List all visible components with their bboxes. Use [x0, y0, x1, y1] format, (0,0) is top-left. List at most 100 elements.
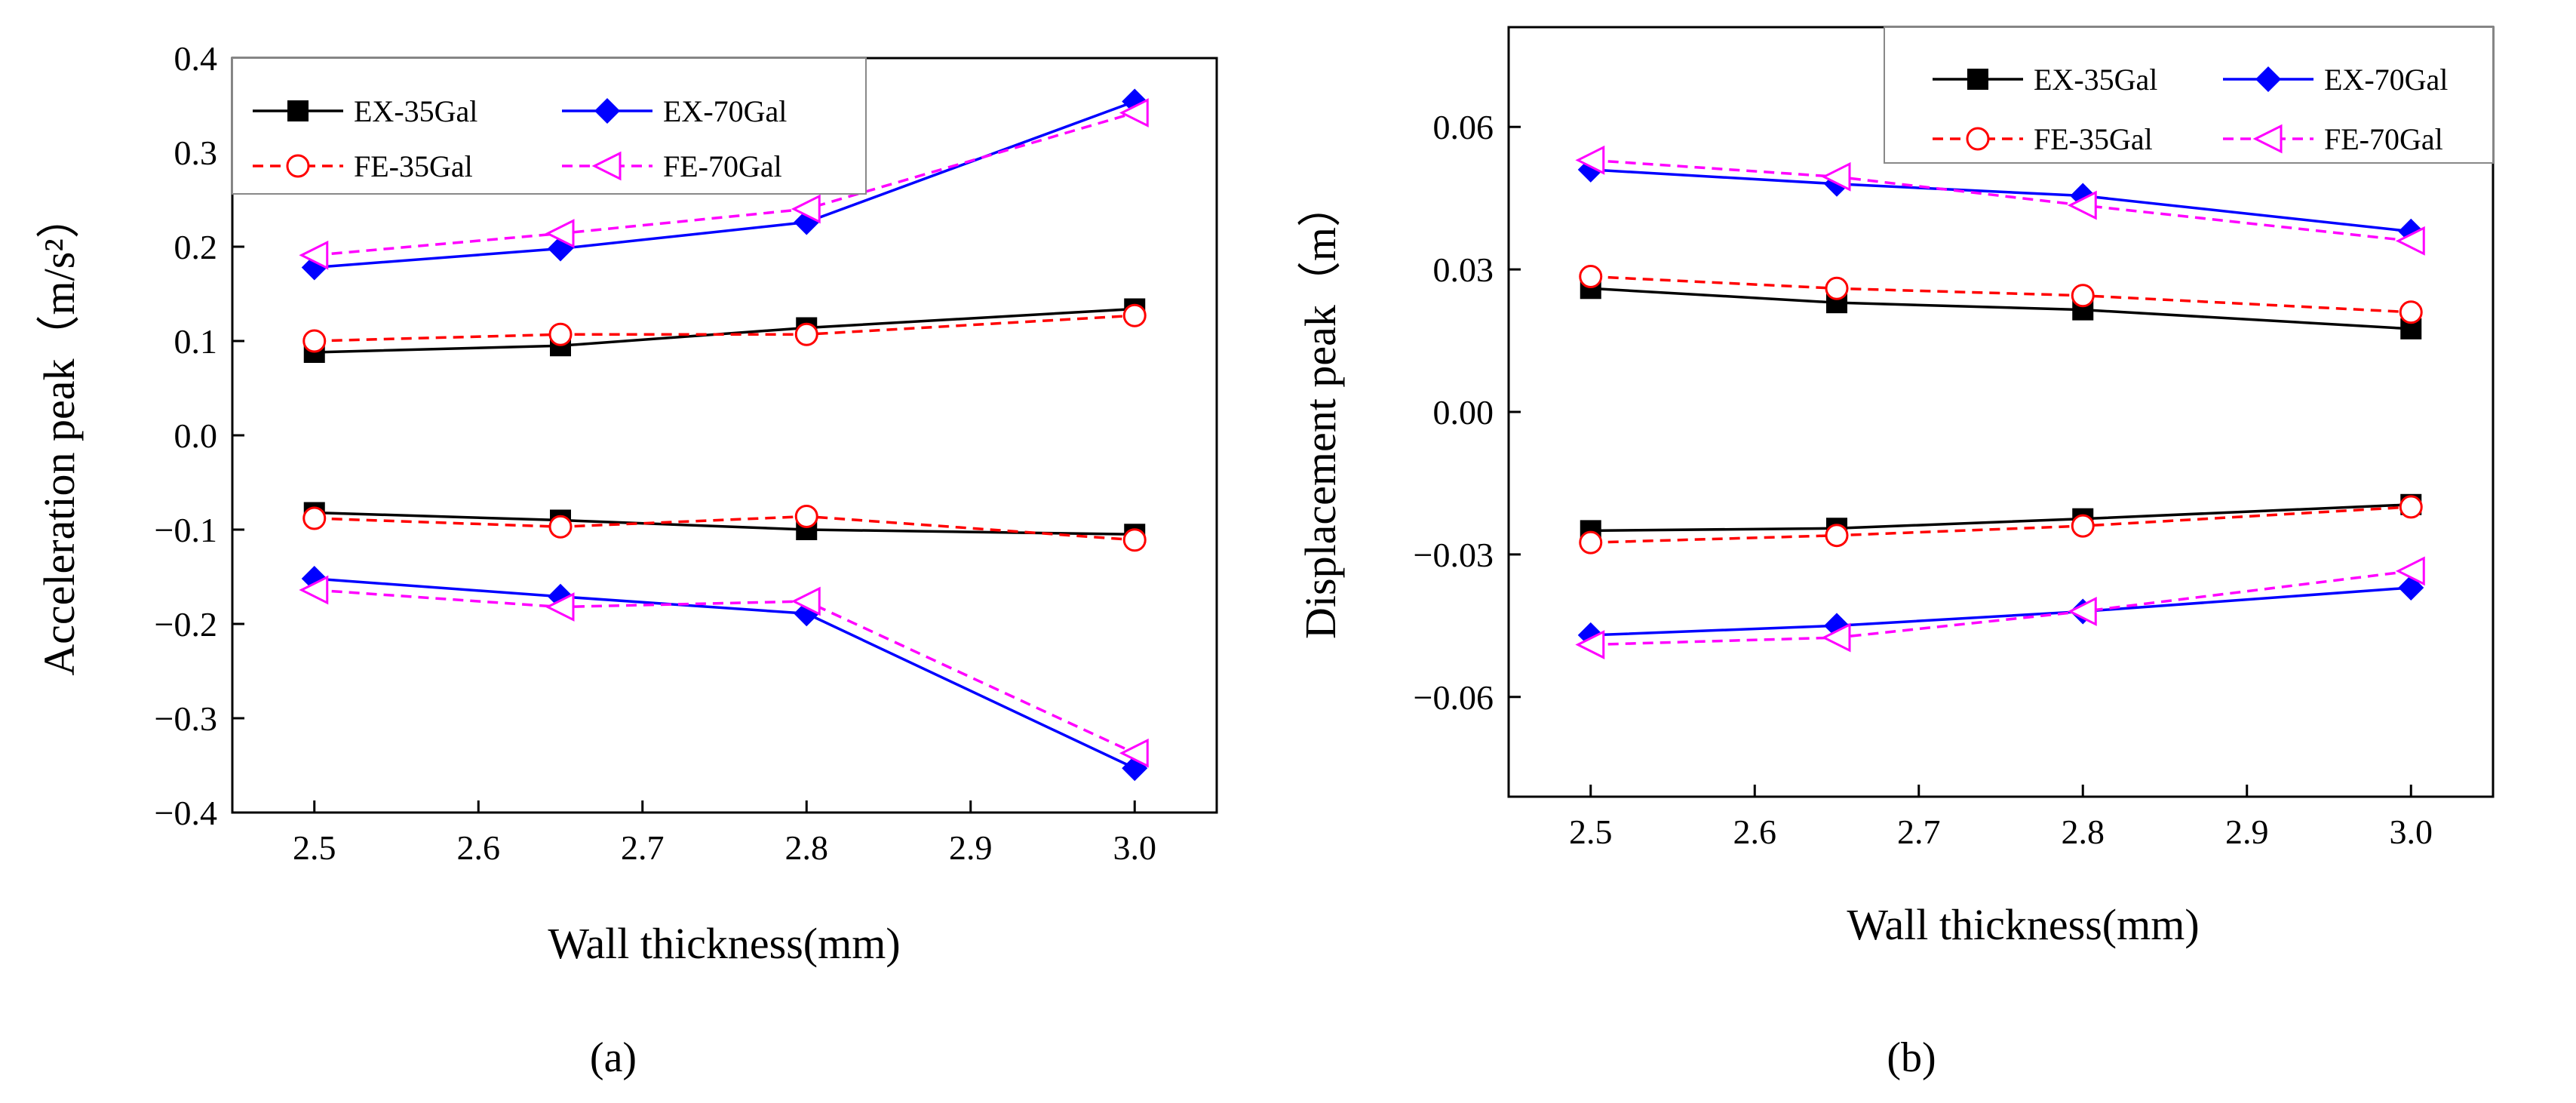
chart-b-ticks: 2.5 2.6 2.7 2.8 2.9 3.0 −0.06 −0.03 0.00 0.03 0.06: [1414, 108, 2433, 851]
legend-label-fe-70gal: FE-70Gal: [2324, 122, 2443, 156]
y-tick-label: −0.06: [1414, 678, 1494, 717]
legend-marker-fe-35gal: [286, 154, 310, 178]
legend-label-ex-35gal: EX-35Gal: [354, 94, 477, 128]
chart-b-xlabel: Wall thickness(mm): [1847, 900, 2199, 949]
x-tick-label: 2.6: [1733, 813, 1777, 851]
y-tick-label: 0.3: [174, 134, 218, 172]
chart-b-series: [1575, 145, 2425, 659]
chart-a-ticks: 2.5 2.6 2.7 2.8 2.9 3.0 −0.4 −0.3 −0.2 −0.1 0.0 0.1…: [155, 39, 1156, 867]
chart-b-ylabel: Displacement peak（m）: [1296, 183, 1345, 639]
data-point-fe-35gal: [2071, 284, 2095, 308]
series-line-fe-35gal-negative: [1590, 505, 2412, 544]
x-tick-label: 2.9: [2225, 813, 2269, 851]
data-point-fe-35gal: [302, 329, 327, 353]
data-point-fe-35gal: [548, 515, 573, 539]
y-tick-label: −0.2: [155, 605, 217, 644]
data-point-fe-70gal: [1821, 161, 1851, 192]
data-point-fe-70gal: [299, 575, 329, 605]
data-point-fe-70gal: [545, 592, 575, 622]
series-line-ex-35gal-negative: [314, 511, 1135, 536]
chart-b-panel-label: (b): [1887, 1034, 1936, 1081]
chart-a: 2.5 2.6 2.7 2.8 2.9 3.0 −0.4 −0.3 −0.2 −0.1 0.0 0.1…: [35, 39, 1218, 1081]
y-tick-label: −0.03: [1414, 536, 1494, 574]
y-tick-label: −0.3: [155, 699, 217, 738]
series-line-ex-35gal-positive: [314, 307, 1135, 354]
series-line-ex-70gal-negative: [1590, 586, 2412, 637]
data-point-fe-35gal: [1579, 530, 1603, 555]
legend-label-fe-35gal: FE-35Gal: [2034, 122, 2153, 156]
data-point-fe-35gal: [1825, 524, 1849, 548]
data-point-fe-70gal: [2067, 597, 2097, 626]
legend-marker-fe-35gal: [1966, 127, 1990, 151]
series-line-ex-70gal-positive: [1590, 168, 2412, 233]
series-line-fe-35gal-positive: [1590, 275, 2412, 314]
data-point-fe-35gal: [2071, 514, 2095, 538]
x-tick-label: 2.6: [457, 828, 501, 867]
x-tick-label: 3.0: [1113, 828, 1157, 867]
data-point-fe-35gal: [2399, 300, 2423, 324]
data-point-fe-35gal: [302, 506, 327, 530]
data-point-fe-70gal: [2395, 226, 2425, 256]
data-point-fe-70gal: [791, 586, 821, 616]
legend-label-ex-35gal: EX-35Gal: [2034, 63, 2157, 97]
chart-a-panel-label: (a): [590, 1034, 637, 1081]
y-tick-label: 0.1: [174, 322, 218, 361]
x-tick-label: 2.7: [621, 828, 665, 867]
legend-marker-fe-70gal: [591, 151, 622, 181]
y-tick-label: −0.1: [155, 511, 217, 549]
chart-a-xlabel: Wall thickness(mm): [548, 919, 900, 968]
y-tick-label: 0.03: [1433, 250, 1494, 289]
data-point-fe-70gal: [1119, 98, 1149, 128]
data-point-fe-70gal: [1119, 738, 1149, 768]
series-line-fe-70gal-negative: [314, 588, 1135, 754]
data-point-fe-35gal: [548, 322, 573, 346]
legend-label-ex-70gal: EX-70Gal: [2324, 63, 2448, 97]
y-tick-label: 0.0: [174, 416, 218, 455]
data-point-fe-70gal: [299, 240, 329, 270]
data-point-fe-35gal: [1122, 303, 1147, 327]
series-line-fe-35gal-negative: [314, 515, 1135, 542]
y-tick-label: 0.00: [1433, 393, 1494, 432]
chart-a-series: [299, 88, 1149, 782]
series-line-ex-70gal-negative: [314, 577, 1135, 770]
data-point-fe-70gal: [791, 194, 821, 224]
data-point-fe-35gal: [794, 505, 818, 528]
series-line-ex-35gal-positive: [1590, 287, 2412, 330]
x-tick-label: 3.0: [2390, 813, 2433, 851]
series-line-fe-70gal-positive: [314, 111, 1135, 257]
chart-a-ylabel: Acceleration peak（m/s²）: [35, 195, 84, 675]
legend-marker-ex-35gal: [1967, 69, 1988, 90]
chart-a-legend-box: [232, 57, 867, 195]
data-point-fe-35gal: [794, 322, 818, 346]
legend-label-fe-70gal: FE-70Gal: [663, 149, 782, 183]
legend-marker-ex-70gal: [2255, 66, 2281, 92]
chart-a-legend: EX-35Gal EX-70Gal FE-35Gal FE-70Gal: [232, 57, 867, 195]
x-tick-label: 2.9: [949, 828, 993, 867]
y-tick-label: 0.06: [1433, 108, 1494, 146]
x-tick-label: 2.5: [293, 828, 336, 867]
data-point-fe-70gal: [1575, 145, 1605, 175]
x-tick-label: 2.8: [2062, 813, 2105, 851]
data-point-fe-70gal: [1575, 630, 1605, 659]
x-tick-label: 2.7: [1897, 813, 1941, 851]
x-tick-label: 2.8: [785, 828, 829, 867]
legend-marker-ex-70gal: [594, 98, 620, 124]
chart-b: 2.5 2.6 2.7 2.8 2.9 3.0 −0.06 −0.03 0.00 0.03 0.06…: [1296, 26, 2495, 1081]
series-line-fe-70gal-negative: [1590, 570, 2412, 647]
data-point-fe-70gal: [1821, 622, 1851, 653]
series-line-fe-70gal-positive: [1590, 158, 2412, 243]
data-point-fe-70gal: [2067, 190, 2097, 220]
data-point-fe-70gal: [545, 219, 575, 248]
data-point-fe-35gal: [2399, 495, 2423, 519]
data-point-fe-70gal: [2395, 556, 2425, 586]
series-line-fe-35gal-positive: [314, 314, 1135, 343]
y-tick-label: −0.4: [155, 794, 217, 832]
data-point-fe-35gal: [1579, 265, 1603, 289]
y-tick-label: 0.2: [174, 228, 218, 266]
series-line-ex-35gal-negative: [1590, 503, 2412, 533]
legend-marker-fe-70gal: [2252, 124, 2283, 154]
legend-marker-ex-35gal: [287, 100, 309, 121]
x-tick-label: 2.5: [1569, 813, 1613, 851]
legend-label-ex-70gal: EX-70Gal: [663, 94, 787, 128]
